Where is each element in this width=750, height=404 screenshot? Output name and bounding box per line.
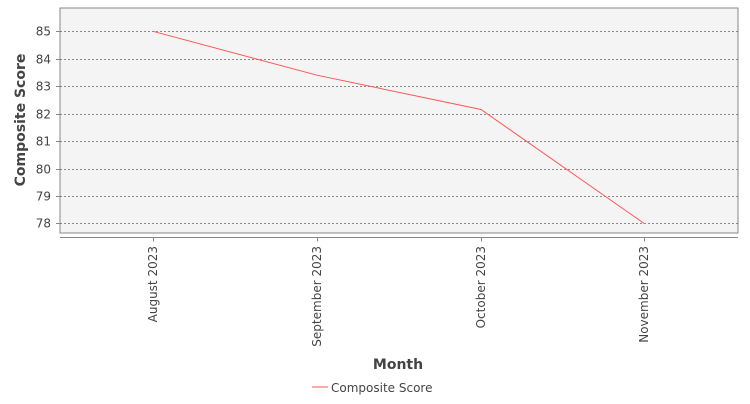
y-tick-label: 83: [36, 80, 51, 94]
x-axis-title: Month: [373, 357, 423, 373]
x-tick-label: November 2023: [637, 246, 651, 343]
x-tick-label: August 2023: [146, 246, 160, 322]
y-tick-label: 81: [36, 135, 51, 149]
y-tick-label: 85: [36, 25, 51, 39]
y-tick-label: 82: [36, 108, 51, 122]
y-tick-label: 80: [36, 163, 51, 177]
x-tick-label: September 2023: [310, 246, 324, 347]
y-tick-label: 84: [36, 53, 51, 67]
x-tick-label: October 2023: [474, 246, 488, 328]
y-axis: 78 79 80 81 82 83 84 85: [36, 25, 60, 231]
plot-area: [59, 7, 739, 234]
y-tick-label: 79: [36, 190, 51, 204]
legend-label: Composite Score: [331, 381, 432, 395]
series-line: [152, 30, 645, 224]
y-axis-title: Composite Score: [13, 54, 29, 187]
x-axis: August 2023 September 2023 October 2023 Nov…: [60, 237, 738, 347]
legend: Composite Score: [312, 381, 432, 395]
y-tick-label: 78: [36, 217, 51, 231]
plot-background: [59, 7, 739, 234]
